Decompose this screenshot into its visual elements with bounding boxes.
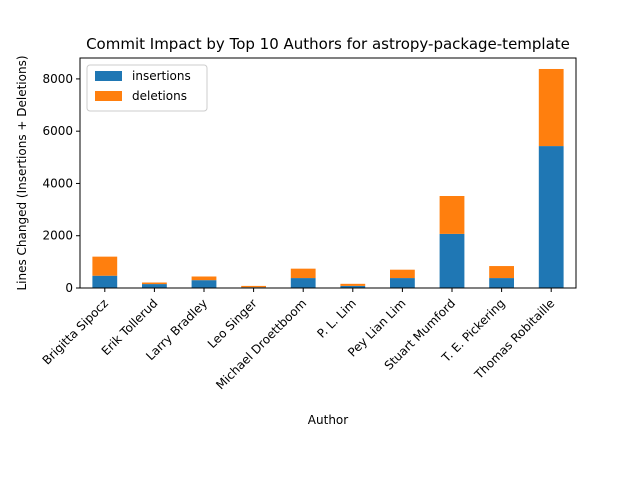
bar-deletions-0: [92, 256, 118, 276]
bar-insertions-5: [340, 285, 366, 288]
chart-title: Commit Impact by Top 10 Authors for astr…: [86, 35, 570, 53]
y-tick-label: 8000: [42, 72, 73, 86]
legend: insertions deletions: [86, 64, 208, 112]
bar-deletions-1: [142, 282, 167, 285]
bar-deletions-5: [340, 283, 366, 286]
bar-insertions-7: [439, 233, 465, 288]
y-axis-label: Lines Changed (Insertions + Deletions): [15, 55, 29, 290]
bar-deletions-3: [241, 285, 266, 288]
legend-label-insertions: insertions: [132, 69, 191, 83]
bars: [92, 68, 564, 288]
bar-insertions-0: [92, 275, 118, 288]
bar-deletions-6: [390, 269, 415, 279]
x-tick-label: P. L. Lim: [314, 296, 359, 341]
bar-deletions-9: [538, 68, 564, 147]
legend-label-deletions: deletions: [132, 89, 187, 103]
bar-insertions-2: [191, 280, 217, 288]
y-tick-label: 2000: [42, 229, 73, 243]
bar-insertions-4: [290, 278, 316, 288]
bar-insertions-6: [390, 278, 415, 288]
x-tick-label: Brigitta Sipocz: [40, 296, 111, 367]
bar-deletions-4: [290, 268, 316, 279]
y-tick-label: 0: [65, 281, 73, 295]
bar-deletions-2: [191, 276, 217, 281]
bar-insertions-8: [489, 278, 514, 288]
y-tick-label: 4000: [42, 176, 73, 190]
bar-insertions-1: [142, 284, 167, 288]
bar-insertions-9: [538, 146, 564, 288]
y-tick-label: 6000: [42, 124, 73, 138]
legend-swatch-deletions: [95, 91, 122, 101]
x-axis-label: Author: [308, 413, 348, 427]
y-axis: 0 2000 4000 6000 8000: [42, 72, 80, 295]
legend-swatch-insertions: [95, 71, 122, 81]
plot-frame: [79, 57, 577, 289]
bar-deletions-7: [439, 196, 465, 234]
x-tick-label: Michael Droettboom: [213, 296, 309, 392]
bar-deletions-8: [489, 266, 514, 279]
